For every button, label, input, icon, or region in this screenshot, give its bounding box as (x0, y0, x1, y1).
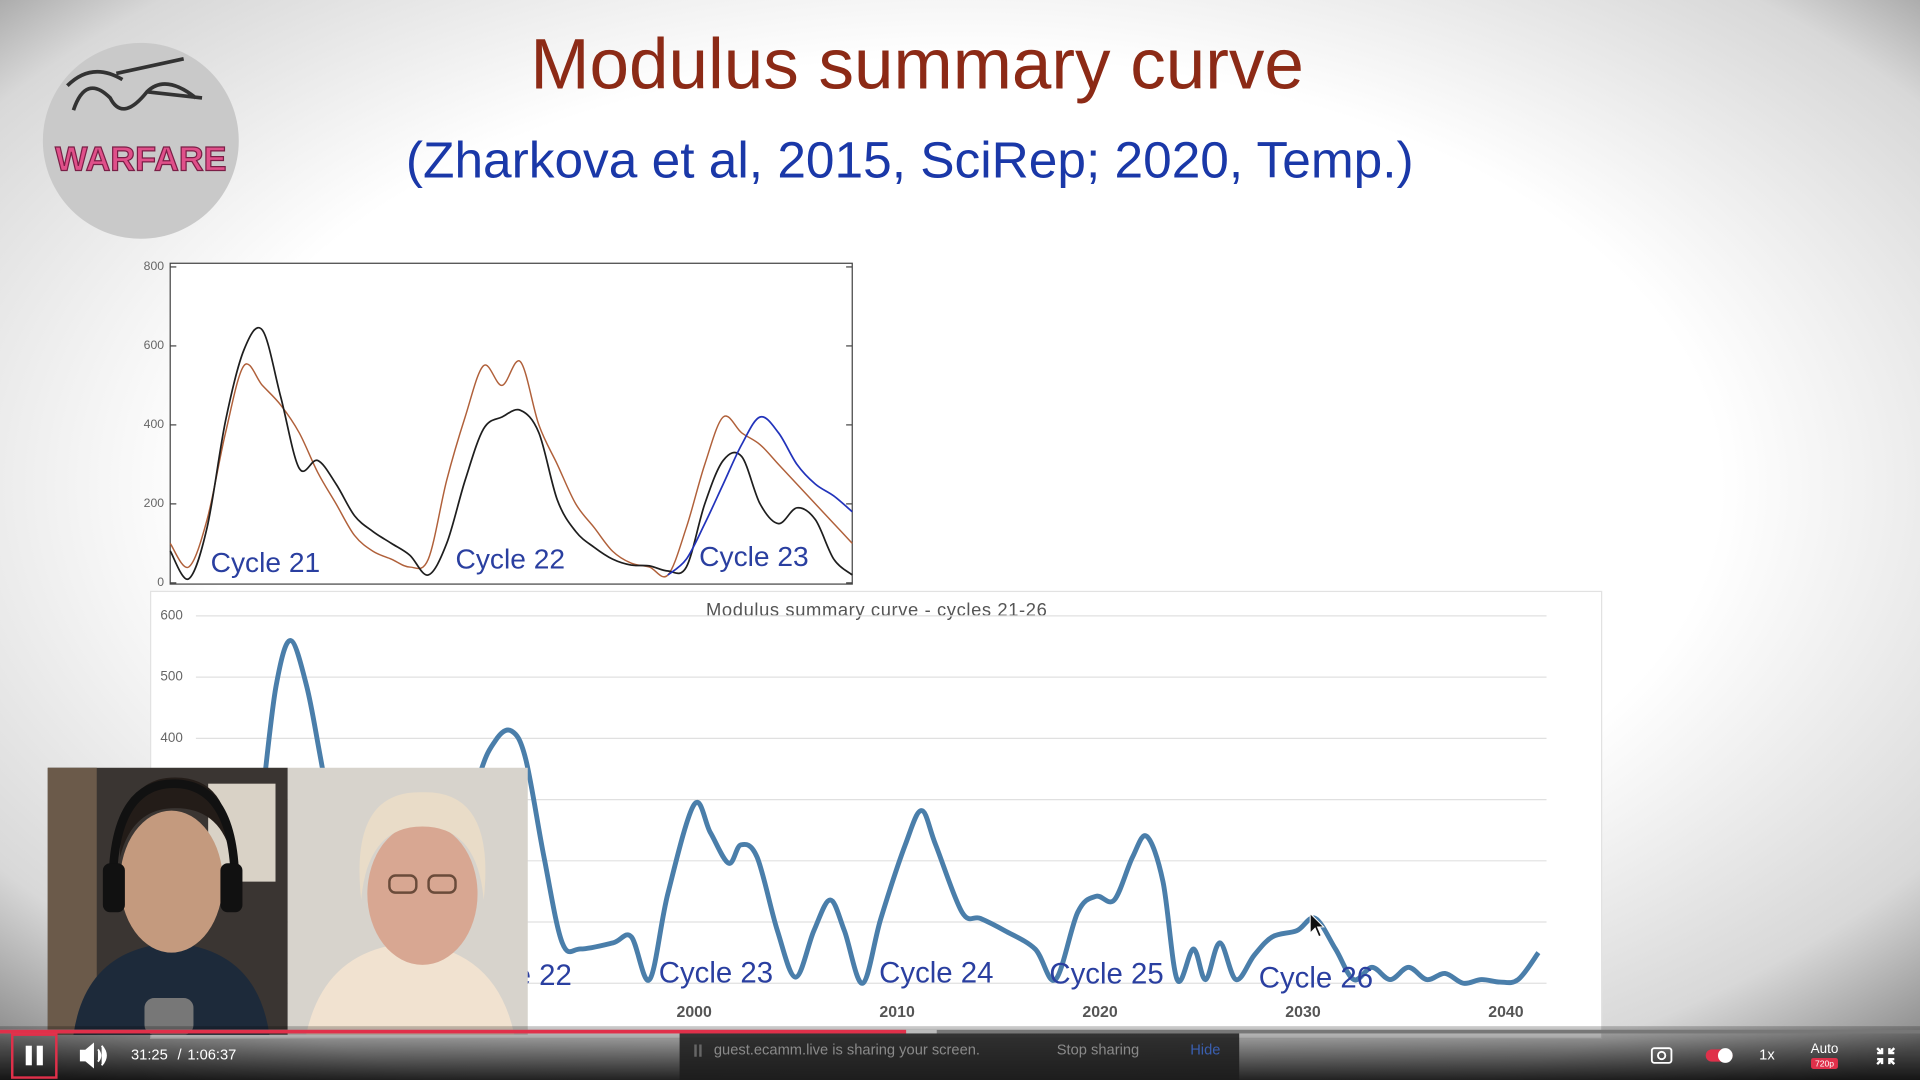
share-banner-bg (679, 1033, 1240, 1080)
grip (699, 1044, 702, 1057)
y-tick-label: 400 (144, 417, 165, 431)
y-tick-label: 200 (144, 496, 165, 510)
hair (120, 777, 231, 858)
cycle-label: Cycle 23 (659, 956, 773, 989)
time-separator: / (178, 1047, 183, 1063)
webcam-left (47, 767, 288, 1035)
toggle-knob (1717, 1048, 1733, 1063)
face (367, 822, 478, 965)
camera-icon (1650, 1047, 1673, 1064)
stop-sharing-button[interactable]: Stop sharing (1057, 1042, 1139, 1058)
shirt (73, 942, 270, 1035)
data-line (261, 637, 1541, 986)
cycle-label: Cycle 24 (879, 956, 993, 989)
volume-button[interactable] (79, 1042, 107, 1069)
bottom-chart-title: Modulus summary curve - cycles 21-26 (706, 599, 1047, 620)
slide-subtitle: (Zharkova et al, 2015, SciRep; 2020, Tem… (406, 131, 1414, 189)
pause-button[interactable] (11, 1033, 58, 1079)
x-tick-label: 2010 (879, 1004, 915, 1021)
glasses (427, 874, 457, 894)
cycle-label: Cycle 21 (211, 547, 321, 578)
autoplay-toggle[interactable] (1705, 1048, 1733, 1063)
share-banner: guest.ecamm.live is sharing your screen.… (679, 1033, 1240, 1080)
y-tick-label: 0 (157, 575, 164, 589)
x-tick-label: 2030 (1285, 1004, 1321, 1021)
hide-button[interactable]: Hide (1190, 1042, 1220, 1058)
top-chart: 0 200 400 600 800 Cycle 21 Cycle 22 Cycle 23 (144, 259, 853, 589)
current-time: 31:25 (131, 1047, 168, 1063)
pause-icon (36, 1045, 43, 1066)
speed-button[interactable]: 1x (1759, 1047, 1775, 1063)
progress-played (0, 1029, 907, 1034)
cycle-label: Cycle 22 (456, 543, 566, 574)
y-tick-label: 500 (160, 669, 182, 684)
y-tick-label: 600 (144, 338, 165, 352)
pause-icon (25, 1045, 32, 1066)
cycle-label: Cycle 25 (1049, 958, 1163, 991)
quality-button[interactable]: Auto (1811, 1041, 1839, 1056)
x-tick-label: 2040 (1488, 1004, 1524, 1021)
x-tick-label: 2020 (1082, 1004, 1118, 1021)
pause-button-frame (11, 1033, 58, 1079)
y-tick-label: 400 (160, 730, 182, 745)
headphone-cup (102, 863, 125, 913)
face (120, 810, 223, 953)
resolution: 720p (1815, 1058, 1834, 1068)
webcam-right (287, 767, 528, 1035)
headphone-cup (220, 863, 243, 913)
x-tick-label: 2000 (676, 1004, 712, 1021)
data-line (169, 360, 853, 578)
duration: 1:06:37 (187, 1047, 236, 1063)
y-tick-label: 600 (160, 607, 182, 622)
mouse-cursor (1309, 912, 1325, 938)
logo-text: WARFARE (55, 141, 226, 179)
y-tick-label: 800 (144, 259, 165, 273)
bottom-chart: 010020030040050060020002010202020302040C… (160, 607, 1547, 1021)
scarf (306, 942, 515, 1035)
screenshot-button[interactable] (1650, 1047, 1673, 1064)
hair (359, 792, 486, 900)
fullscreen-button[interactable] (1876, 1047, 1896, 1065)
top-chart-frame (169, 262, 853, 585)
logo-graffiti (66, 56, 203, 111)
cycle-label: Cycle 26 (1259, 961, 1373, 994)
resolution-badge (1811, 1057, 1838, 1069)
camera-lens (1657, 1050, 1667, 1061)
grip (694, 1044, 697, 1057)
glasses (388, 874, 418, 894)
slide-title: Modulus summary curve (530, 26, 1304, 105)
logo: WARFARE (42, 42, 239, 239)
progress-track[interactable] (0, 1029, 1920, 1034)
microphone (144, 997, 194, 1035)
share-notice: guest.ecamm.live is sharing your screen. (714, 1042, 980, 1058)
headphones (108, 779, 240, 888)
cycle-label: Cycle 23 (699, 541, 809, 572)
data-line (667, 415, 853, 576)
